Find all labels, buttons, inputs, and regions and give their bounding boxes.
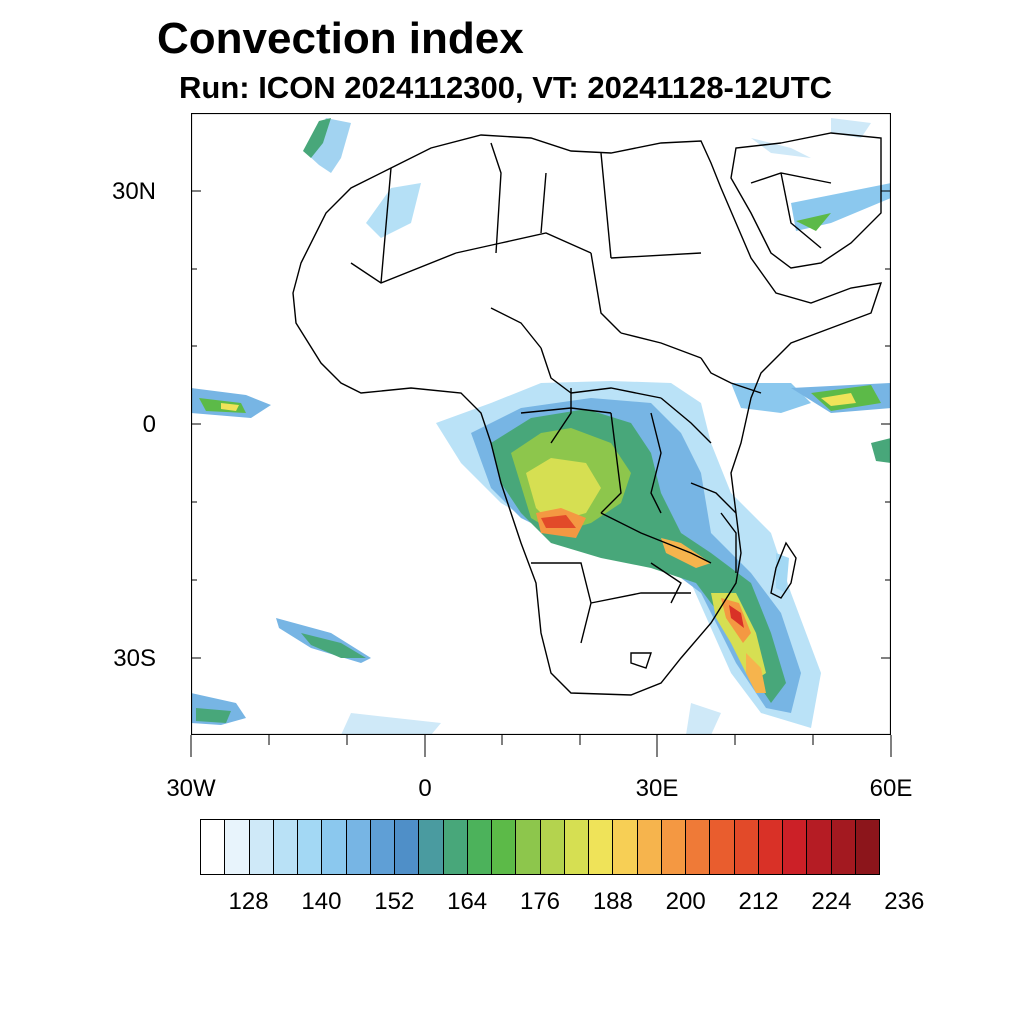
convection-shading (191, 118, 891, 735)
colorbar-tick-label: 140 (301, 888, 342, 915)
lat-label-30s: 30S (113, 645, 156, 672)
coastlines-borders (292, 132, 883, 696)
colorbar-box (783, 820, 808, 874)
colorbar-tick-label: 176 (519, 888, 561, 915)
lat-label-0: 0 (142, 411, 156, 438)
colorbar-tick-label: 188 (592, 888, 633, 915)
colorbar-box (395, 820, 420, 874)
lon-label-30w: 30W (166, 775, 216, 802)
colorbar-box (686, 820, 711, 874)
colorbar (200, 819, 880, 875)
lon-label-60e: 60E (869, 775, 913, 802)
colorbar-tick-label: 224 (811, 888, 852, 915)
colorbar-box (298, 820, 323, 874)
lat-label-30n: 30N (111, 178, 156, 205)
colorbar-tick-label: 200 (665, 888, 706, 915)
colorbar-box (516, 820, 541, 874)
map-border (191, 113, 891, 735)
colorbar-box (637, 820, 662, 874)
colorbar-tick-label: 152 (374, 888, 415, 915)
colorbar-box (589, 820, 614, 874)
colorbar-box (443, 820, 468, 874)
colorbar-box (225, 820, 250, 874)
colorbar-box (734, 820, 759, 874)
lon-label-30e: 30E (635, 775, 679, 802)
chart-title: Convection index (157, 14, 524, 63)
colorbar-box (273, 820, 298, 874)
colorbar-box (419, 820, 444, 874)
colorbar-tick-label: 128 (228, 888, 269, 915)
colorbar-box (492, 820, 517, 874)
colorbar-box (710, 820, 735, 874)
colorbar-box (467, 820, 492, 874)
colorbar-box (807, 820, 832, 874)
colorbar-box (322, 820, 347, 874)
map-panel (191, 113, 891, 735)
lon-label-0: 0 (418, 775, 432, 802)
colorbar-box (855, 820, 879, 874)
colorbar-box (661, 820, 686, 874)
colorbar-tick-label: 164 (447, 888, 488, 915)
colorbar-box (249, 820, 274, 874)
colorbar-box (613, 820, 638, 874)
colorbar-tick-label: 236 (884, 888, 925, 915)
colorbar-box (370, 820, 395, 874)
colorbar-tick-label: 212 (738, 888, 779, 915)
colorbar-box (758, 820, 783, 874)
map-svg (191, 113, 891, 735)
colorbar-box (831, 820, 856, 874)
colorbar-box (564, 820, 589, 874)
chart-subtitle: Run: ICON 2024112300, VT: 20241128-12UTC (179, 70, 833, 105)
colorbar-box (201, 820, 226, 874)
colorbar-box (346, 820, 371, 874)
colorbar-box (540, 820, 565, 874)
